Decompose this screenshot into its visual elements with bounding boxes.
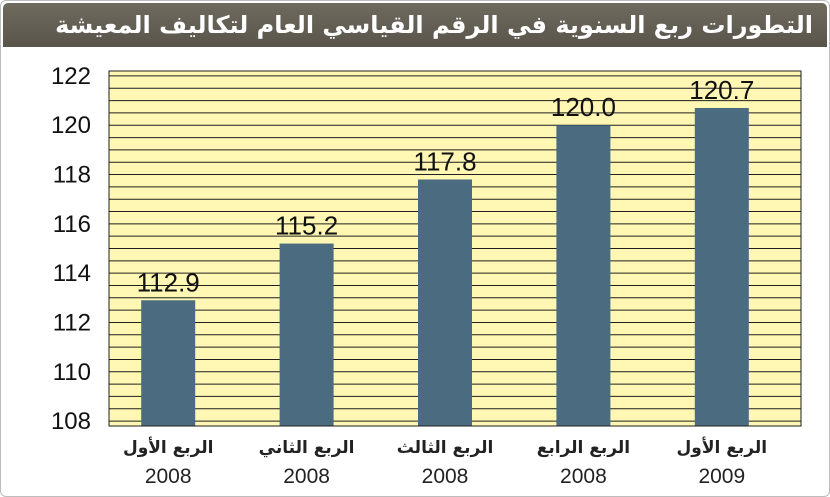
data-label: 115.2 xyxy=(275,211,338,241)
plot-border xyxy=(108,70,802,427)
x-tick-year: 2009 xyxy=(698,465,745,488)
x-tick-label: الربع الأول xyxy=(123,437,214,458)
bar xyxy=(279,243,334,426)
y-tick-label: 120 xyxy=(51,112,91,139)
bar xyxy=(694,107,749,427)
title-bar: التطورات ربع السنوية في الرقم القياسي ال… xyxy=(3,3,827,47)
y-tick-label: 114 xyxy=(53,260,91,287)
x-tick-year: 2008 xyxy=(145,465,192,488)
bar xyxy=(141,300,196,426)
bar xyxy=(556,125,611,426)
data-label: 112.9 xyxy=(137,267,200,297)
x-tick-label: الربع الأول xyxy=(677,437,768,458)
y-tick-label: 116 xyxy=(53,211,91,238)
y-tick-label: 112 xyxy=(53,309,91,336)
data-label: 120.7 xyxy=(689,75,754,105)
x-tick-year: 2008 xyxy=(560,465,607,488)
chart-title: التطورات ربع السنوية في الرقم القياسي ال… xyxy=(55,11,813,39)
x-tick-label: الربع الثاني xyxy=(259,438,355,458)
y-tick-label: 110 xyxy=(53,359,91,386)
x-tick-year: 2008 xyxy=(283,465,330,488)
x-tick-year: 2008 xyxy=(422,465,469,488)
y-tick-label: 122 xyxy=(51,63,91,90)
x-tick-label: الربع الرابع xyxy=(537,438,630,458)
data-label: 117.8 xyxy=(413,146,476,176)
bar xyxy=(418,179,472,426)
y-tick-label: 118 xyxy=(53,162,91,189)
y-tick-label: 108 xyxy=(51,408,91,435)
data-label: 120.0 xyxy=(551,92,616,122)
x-tick-label: الربع الثالث xyxy=(397,438,494,458)
